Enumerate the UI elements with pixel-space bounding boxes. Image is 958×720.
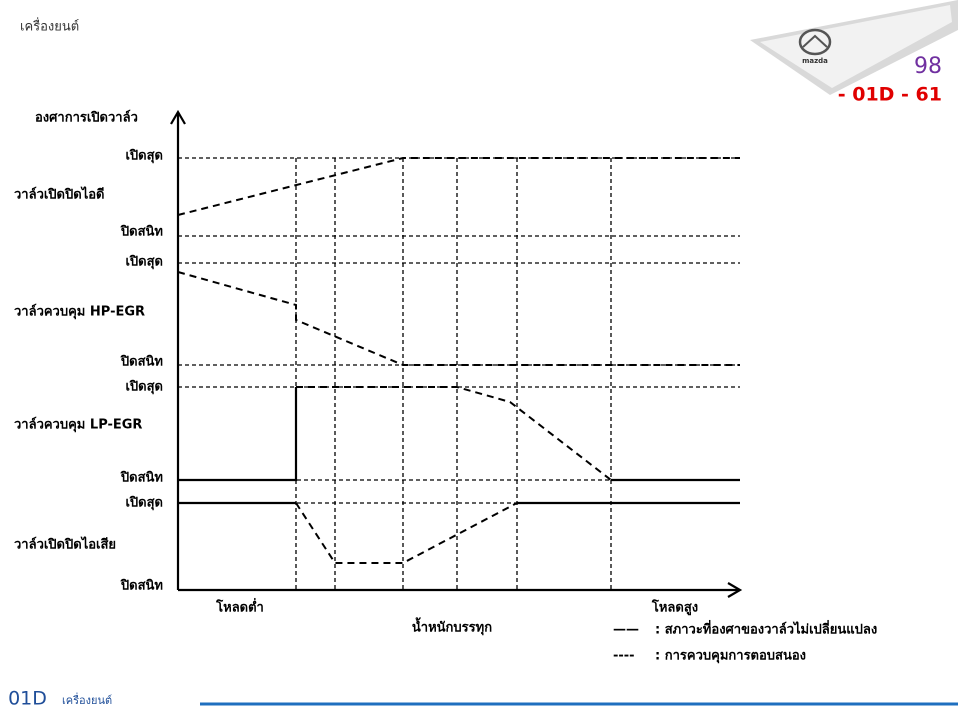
legend-text: : สภาวะที่องศาของวาล์วไม่เปลี่ยนแปลง [655,620,877,638]
page-code: - 01D - 61 [838,84,942,106]
closed-label: ปิดสนิท [120,579,163,594]
page-number: 98 [914,54,942,79]
hp-egr-curve [177,271,740,366]
x-arrow [727,582,743,598]
valve-name: วาล์วเปิดปิดไอเสีย [14,536,116,553]
closed-label: ปิดสนิท [120,355,163,370]
grid [178,157,740,590]
x-high-label: โหลดสูง [651,599,698,616]
open-label: เปิดสุด [125,149,163,164]
section-title: เครื่องยนต์ [20,18,79,35]
valve-name: วาล์วเปิดปิดไอดี [14,186,105,203]
legend-symbol: —— [613,623,639,638]
closed-label: ปิดสนิท [120,225,163,240]
exhaust-dashed [295,502,518,564]
x-low-label: โหลดต่ำ [215,598,264,616]
legend-text: : การควบคุมการตอบสนอง [655,649,806,664]
intake-curve [177,157,740,216]
open-label: เปิดสุด [125,255,163,270]
logo-banner-inner [760,5,952,88]
y-arrow [170,109,186,125]
logo-emblem [798,28,832,56]
lp-egr-solid [178,387,298,482]
open-label: เปิดสุด [125,496,163,511]
footer-code: . 01D [0,688,47,710]
logo-text: mazda [802,57,828,65]
legend-symbol: ---- [613,649,635,664]
valve-name: วาล์วควบคุม LP-EGR [14,417,142,433]
x-title: น้ำหนักบรรทุก [412,617,492,636]
axis-title: องศาการเปิดวาล์ว [35,110,138,126]
footer-section: เครื่องยนต์ [62,692,112,707]
closed-label: ปิดสนิท [120,471,163,486]
valve-name: วาล์วควบคุม HP-EGR [14,304,145,320]
lp-egr-dashed [296,386,612,481]
open-label: เปิดสุด [125,380,163,395]
logo-wing [802,34,828,48]
